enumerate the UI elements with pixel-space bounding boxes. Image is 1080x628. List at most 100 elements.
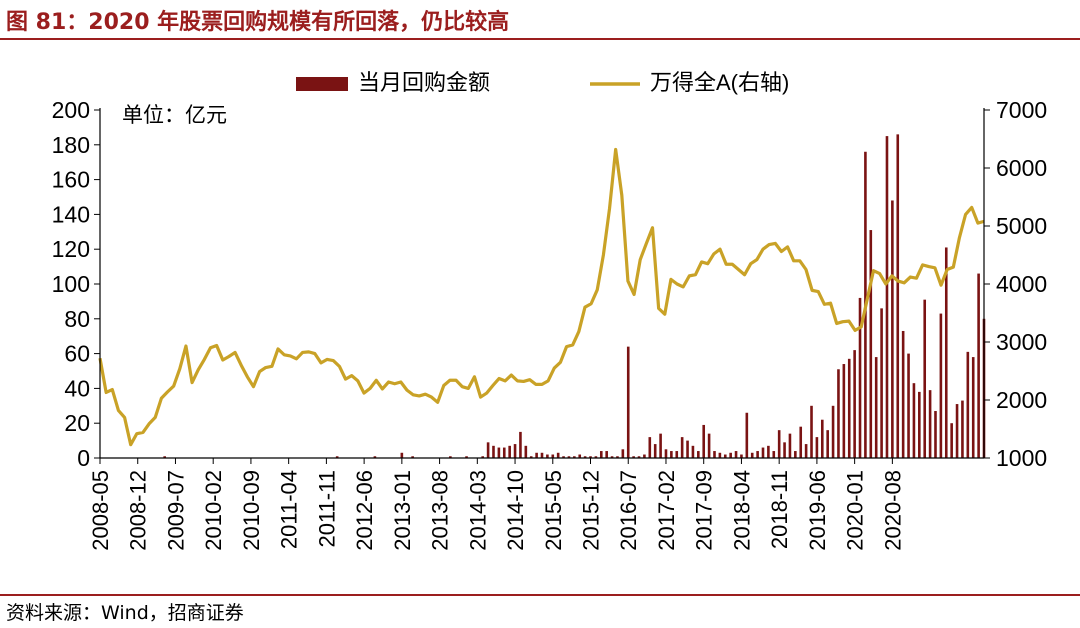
bar-mark — [874, 357, 878, 458]
bar-mark — [546, 454, 549, 458]
y-right-tick-label: 6000 — [996, 155, 1047, 181]
bar-mark — [335, 456, 339, 458]
y-right-tick-label: 2000 — [996, 387, 1047, 413]
bar-mark — [556, 452, 560, 458]
bar-mark — [880, 308, 883, 458]
y-right-tick-label: 1000 — [996, 445, 1047, 471]
chart: 0 20 40 60 80 100 120 140 160 180 200 1000 2000 3000 4… — [52, 70, 1048, 551]
bar-mark — [950, 423, 953, 458]
bar-mark — [896, 134, 900, 459]
y-left-tick-label: 40 — [64, 375, 90, 401]
x-tick-label: 2020-08 — [880, 470, 905, 551]
bar-mark — [966, 351, 970, 458]
unit-label: 单位：亿元 — [122, 104, 227, 127]
legend-bar-swatch — [296, 77, 348, 91]
bar-mark — [508, 445, 511, 458]
x-tick-label: 2008-05 — [88, 470, 113, 551]
bar-mark — [513, 444, 517, 458]
bar-mark — [567, 456, 571, 458]
x-tick-label: 2010-02 — [201, 470, 226, 551]
bar-mark — [599, 451, 603, 458]
x-tick-label: 2014-03 — [465, 470, 490, 551]
line-series-layer — [98, 147, 985, 447]
bar-mark — [707, 433, 711, 458]
bar-mark — [653, 444, 657, 458]
bar-mark — [718, 452, 722, 458]
bar-mark — [481, 456, 485, 458]
bar-mark — [799, 426, 803, 458]
bar-mark — [465, 456, 468, 458]
bar-mark — [551, 454, 555, 458]
bar-mark — [912, 383, 916, 458]
x-tick-label: 2011-11 — [314, 470, 339, 547]
bar-mark — [901, 330, 905, 458]
title-divider — [0, 38, 1080, 40]
bar-mark — [702, 424, 706, 458]
y-right-tick-label: 7000 — [996, 97, 1047, 123]
x-tick-label: 2017-02 — [654, 470, 679, 551]
x-tick-label: 2010-09 — [239, 470, 264, 551]
bar-mark — [961, 400, 964, 458]
y-left-tick-label: 0 — [77, 445, 90, 471]
bar-mark — [529, 456, 533, 458]
bar-mark — [524, 445, 528, 458]
bar-mark — [847, 358, 851, 458]
y-right-tick-label: 3000 — [996, 329, 1047, 355]
bar-mark — [400, 452, 404, 458]
bar-mark — [745, 412, 749, 458]
bar-mark — [831, 405, 835, 458]
bar-mark — [955, 404, 959, 458]
bar-mark — [686, 440, 689, 458]
bar-mark — [589, 456, 592, 458]
bar-mark — [869, 230, 873, 458]
x-tick-label: 2012-06 — [352, 470, 377, 551]
bar-mark — [842, 364, 846, 458]
y-left-tick-label: 60 — [64, 341, 90, 367]
bar-mark — [804, 444, 808, 458]
bar-mark — [605, 451, 608, 458]
bar-mark — [729, 452, 732, 458]
bar-mark — [794, 451, 797, 458]
bar-mark — [411, 456, 414, 458]
bar-mark — [643, 454, 646, 458]
y-right-tick-label: 4000 — [996, 271, 1047, 297]
bar-mark — [815, 437, 819, 458]
bar-mark — [648, 437, 652, 458]
x-tick-label: 2008-12 — [126, 470, 151, 551]
bar-mark — [486, 442, 490, 458]
bar-mark — [713, 451, 716, 458]
bar-mark — [723, 454, 727, 458]
x-tick-label: 2009-07 — [163, 470, 188, 551]
bar-mark — [583, 456, 587, 458]
bar-mark — [858, 297, 862, 458]
y-left-tick-label: 160 — [52, 167, 90, 193]
bar-mark — [502, 447, 506, 458]
bar-mark — [756, 451, 759, 458]
x-tick-label: 2019-06 — [805, 470, 830, 551]
bar-series-layer — [163, 134, 986, 459]
bar-mark — [837, 369, 840, 458]
bar-mark — [788, 433, 792, 458]
bar-mark — [578, 454, 582, 458]
figure-title: 图 81：2020 年股票回购规模有所回落，仍比较高 — [6, 10, 510, 35]
bar-mark — [664, 449, 668, 458]
bar-mark — [492, 445, 495, 458]
bar-mark — [885, 136, 889, 458]
bar-mark — [761, 447, 765, 458]
bar-mark — [573, 456, 576, 458]
bar-mark — [810, 405, 813, 458]
bar-mark — [449, 456, 452, 458]
bar-mark — [977, 273, 980, 458]
x-tick-label: 2015-12 — [579, 470, 604, 551]
bar-mark — [891, 200, 894, 459]
source-note: 资料来源：Wind，招商证券 — [6, 602, 244, 624]
bar-mark — [621, 449, 625, 458]
y-left-tick-label: 140 — [52, 201, 90, 227]
y-left-tick-label: 120 — [52, 236, 90, 262]
bar-mark — [820, 419, 824, 458]
bar-mark — [616, 456, 619, 458]
x-tick-label: 2017-09 — [692, 470, 717, 551]
bar-mark — [826, 430, 829, 458]
bar-mark — [777, 430, 781, 458]
bar-mark — [373, 456, 377, 458]
